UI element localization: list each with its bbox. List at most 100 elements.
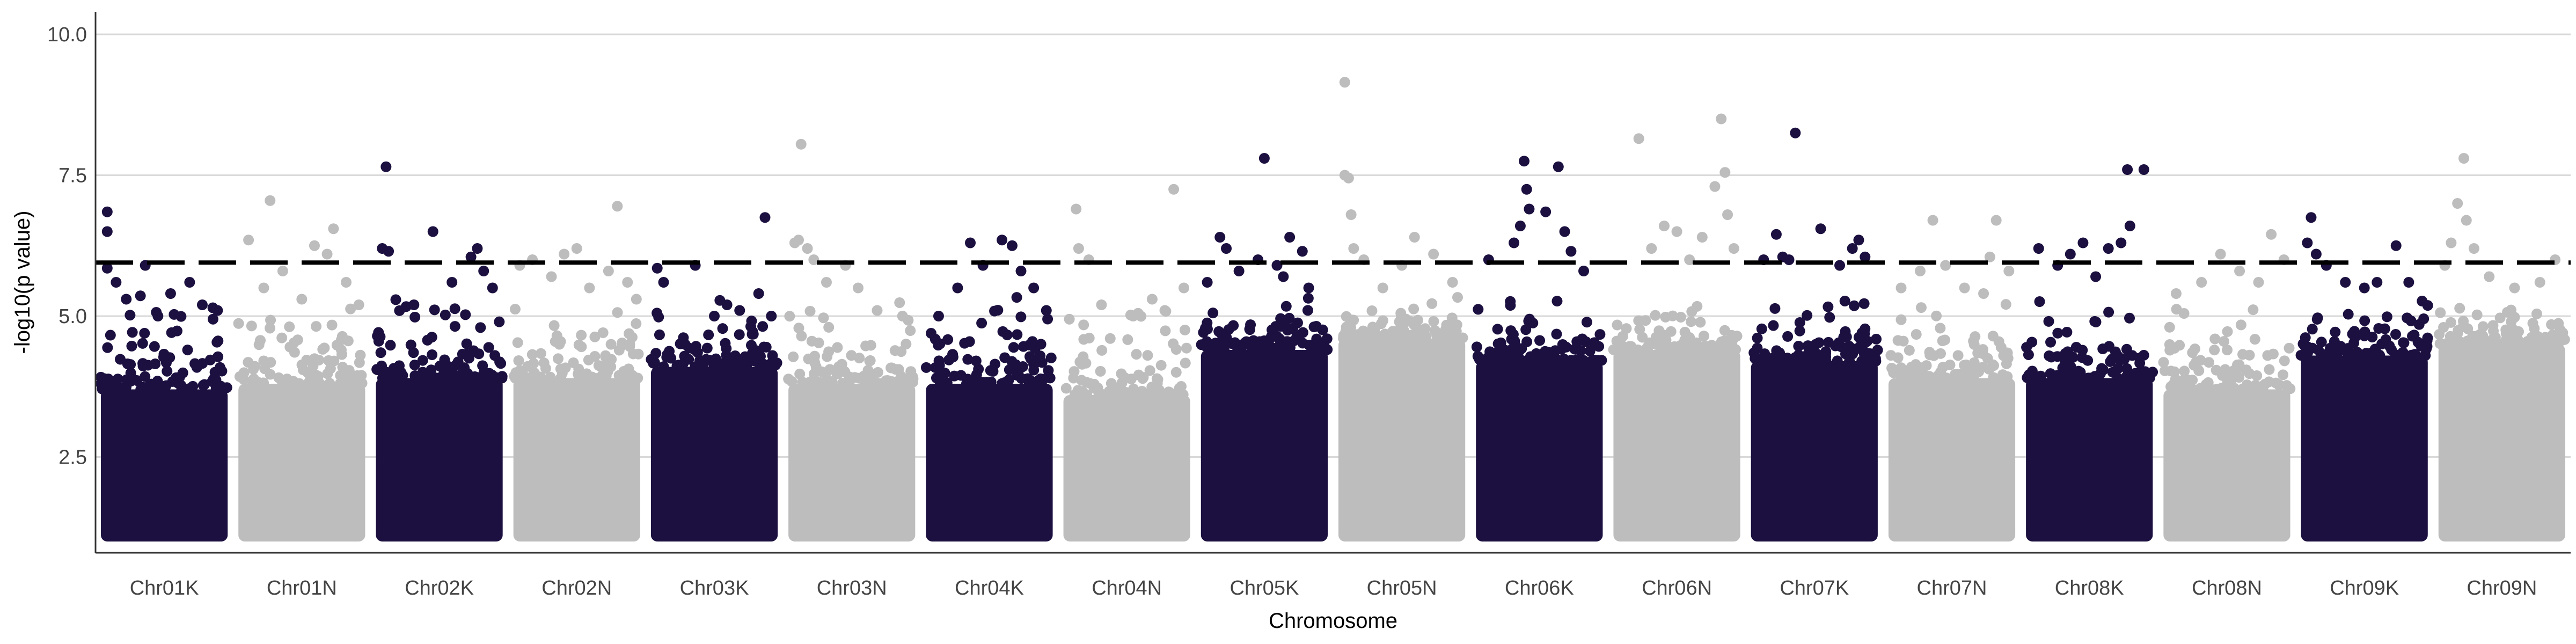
band-edge-point [652,308,663,319]
band-edge-point [2435,307,2446,318]
band-edge-point [528,358,539,369]
band-edge-point [496,371,508,382]
snp-point-Chr02N-4 [571,243,582,254]
band-edge-point [2191,356,2202,368]
snp-point-Chr04N-5 [1146,294,1158,305]
band-edge-point [2045,368,2056,379]
band-edge-point [1527,317,1539,328]
band-edge-point [483,342,494,353]
snp-point-Chr02K-8 [478,266,489,276]
band-edge-point [2506,316,2517,327]
band-edge-point [899,374,911,385]
band-edge-point [216,365,228,377]
band-edge-point [1202,324,1213,335]
band-edge-point [309,353,320,364]
snp-point-Chr05N-3 [1345,209,1357,220]
band-edge-point [2234,359,2245,370]
snp-point-Chr02K-5 [447,277,458,288]
band-edge-point [2062,346,2073,357]
snp-point-Chr08K-4 [2090,271,2102,282]
band-Chr06K [1476,361,1603,541]
snp-point-Chr04K-2 [965,237,976,248]
band-edge-point [1854,341,1865,352]
band-edge-point [1406,332,1417,343]
snp-point-Chr04K-4 [997,235,1008,246]
snp-point-Chr01N-8 [341,277,352,288]
band-edge-point [1078,351,1089,362]
band-edge-point [560,362,571,374]
band-edge-point [1006,356,1018,367]
band-edge-point [1988,372,1999,383]
band-edge-point [1419,323,1431,334]
snp-point-Chr07N-7 [1990,215,2002,226]
band-edge-point [2316,336,2327,348]
band-edge-point [1104,333,1116,344]
band-edge-point [292,334,303,346]
band-edge-point [2216,383,2227,394]
band-edge-point [1025,353,1036,364]
band-edge-point [2002,371,2013,382]
band-edge-point [1510,340,1521,351]
band-edge-point [125,368,136,379]
band-edge-point [959,338,970,349]
snp-point-Chr06K-9 [1565,246,1577,257]
band-edge-point [1163,386,1174,398]
y-tick-label-0: 2.5 [58,447,87,469]
band-edge-point [1142,350,1153,361]
snp-point-Chr05K-8 [1297,246,1308,257]
band-edge-point [248,363,259,375]
band-edge-point [783,374,794,385]
snp-point-Chr04K-0 [933,311,944,321]
band-edge-point [371,364,383,375]
snp-point-Chr03K-8 [766,311,777,321]
band-edge-point [1018,341,1029,352]
snp-point-Chr04K-7 [1028,282,1040,294]
band-edge-point [1397,333,1409,344]
band-edge-point [2182,374,2193,385]
band-edge-point [689,344,700,355]
snp-point-Chr06K-10 [1578,266,1590,276]
band-edge-point [2494,312,2506,324]
band-edge-point [1677,341,1688,353]
band-edge-point [1795,354,1806,365]
band-edge-point [475,322,486,333]
snp-point-Chr09K-7 [2390,240,2402,251]
snp-point-Chr01N-5 [309,240,320,251]
band-edge-point [797,377,808,388]
snp-point-Chr08K-6 [2116,237,2127,248]
band-edge-point [304,369,316,380]
axes [94,12,2571,554]
band-edge-point [823,346,835,357]
snp-point-Chr05K-5 [1271,260,1283,271]
band-edge-point [941,377,953,389]
band-edge-point [526,349,538,360]
band-edge-point [2359,330,2370,341]
band-edge-point [1150,383,1161,394]
snp-point-Chr02N-8 [622,277,633,288]
x-tick-label-Chr04K: Chr04K [955,577,1024,599]
snp-point-Chr01K-0 [101,206,113,217]
band-edge-point [933,340,944,351]
band-edge-point [1931,310,1942,321]
snp-point-Chr01K-9 [196,299,208,310]
band-edge-point [1660,311,1671,323]
band-edge-point [2134,357,2146,369]
band-edge-point [1268,343,1279,354]
band-edge-point [426,332,437,343]
band-edge-point [555,372,567,384]
band-edge-point [976,318,987,329]
snp-point-Chr01N-0 [243,235,254,246]
band-edge-point [1549,354,1560,365]
snp-point-Chr03N-7 [853,282,864,294]
band-edge-point [2209,345,2220,356]
band-edge-point [831,368,843,379]
band-edge-point [1241,336,1252,347]
band-edge-point [1352,329,1363,340]
band-edge-point [1137,373,1148,384]
band-edge-point [1490,355,1502,367]
band-edge-point [2227,373,2238,384]
snp-point-Chr01N-4 [296,294,308,305]
x-tick-label-Chr04N: Chr04N [1092,577,1162,599]
band-edge-point [1935,348,1946,359]
snp-point-Chr08N-4 [2253,277,2264,288]
